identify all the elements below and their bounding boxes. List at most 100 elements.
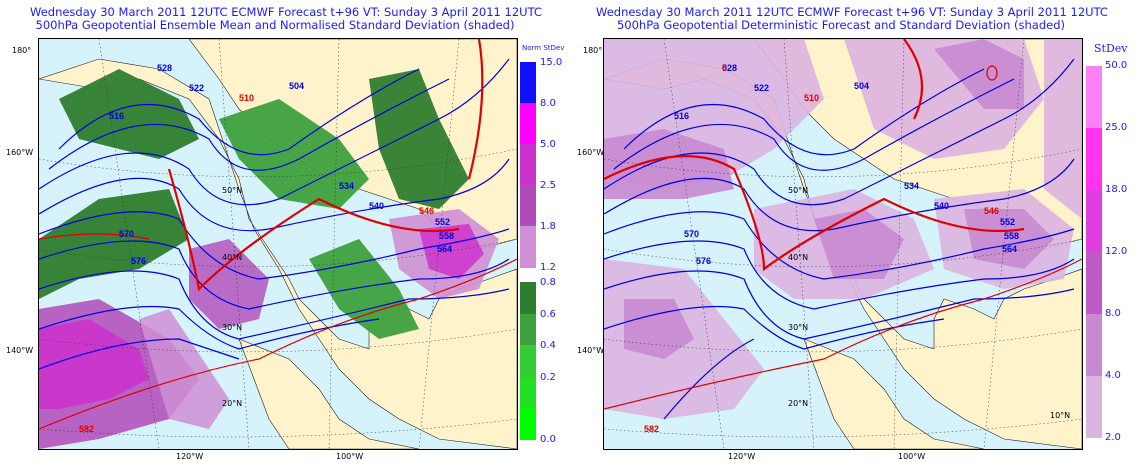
shade-mid-2	[934, 39, 1024, 109]
contour-label: 546	[984, 206, 999, 216]
right-lat-180: 180°	[583, 46, 603, 55]
left-cb-tick-5: 1.8	[540, 221, 556, 232]
shade-mid-5	[964, 209, 1054, 269]
contour-label: 564	[437, 244, 452, 254]
right-cb-band-6	[1086, 376, 1102, 438]
contour-label: 546	[419, 206, 434, 216]
shade-mid-1	[604, 129, 734, 199]
left-cb-band-7	[520, 314, 536, 345]
right-lat-30n: 30°N	[788, 323, 809, 332]
left-lat-50n: 50°N	[222, 186, 243, 195]
right-title-line2: 500hPa Geopotential Deterministic Foreca…	[616, 18, 1065, 32]
right-colorbar-bands	[1086, 66, 1102, 438]
shade-green-5	[309, 239, 419, 339]
contour-label: 528	[722, 63, 737, 73]
left-title-line1: Wednesday 30 March 2011 12UTC ECMWF Fore…	[30, 5, 542, 19]
left-cb-tick-8: 0.6	[540, 309, 556, 320]
left-cb-band-8	[520, 345, 536, 377]
contour-label: 516	[109, 111, 124, 121]
contour-label: 0	[722, 63, 727, 73]
right-cb-band-4	[1086, 252, 1102, 314]
right-cb-band-2	[1086, 128, 1102, 190]
right-cb-band-3	[1086, 190, 1102, 252]
shade-green-2	[219, 99, 369, 209]
contour-label: 534	[339, 181, 354, 191]
left-cb-band-3	[520, 144, 536, 185]
left-map[interactable]: 528 522 516 534 540 546 552 558 564 570 576 582 510 5…	[38, 38, 518, 450]
shade-light-6	[1044, 39, 1082, 219]
graticule	[604, 39, 1082, 449]
left-cb-tick-2: 8.0	[540, 98, 556, 109]
contour-label: 522	[754, 83, 769, 93]
graticule	[39, 39, 517, 449]
left-cb-tick-3: 5.0	[540, 139, 556, 150]
left-lon-120w: 120°W	[176, 452, 204, 461]
red-contours	[604, 39, 1082, 410]
right-title-line1: Wednesday 30 March 2011 12UTC ECMWF Fore…	[596, 5, 1108, 19]
contour-label: 582	[79, 424, 94, 434]
contour-label: 576	[696, 256, 711, 266]
left-lat-30n: 30°N	[222, 323, 243, 332]
right-cb-tick-2: 25.0	[1105, 122, 1128, 133]
contour-label: 552	[1000, 217, 1015, 227]
right-map[interactable]: 528 522 516 534 540 546 552 558 564 570 576 582 510 5…	[603, 38, 1083, 450]
contour-label: 510	[239, 93, 254, 103]
right-lat-10n: 10°N	[1050, 411, 1071, 420]
right-colorbar: StDev 50.0 25.0 18.0 12.0 8.0 4.0 2.0	[1086, 42, 1138, 448]
left-lon-100w: 100°W	[336, 452, 364, 461]
contour-label: 534	[904, 181, 919, 191]
right-lon-120w: 120°W	[728, 452, 756, 461]
left-lat-20n: 20°N	[222, 399, 243, 408]
shade-purple-3	[189, 239, 269, 329]
left-title-line2: 500hPa Geopotential Ensemble Mean and No…	[35, 18, 515, 32]
left-lat-180: 180°	[12, 46, 32, 55]
left-title: Wednesday 30 March 2011 12UTC ECMWF Fore…	[30, 5, 542, 32]
left-cb-band-5	[520, 226, 536, 268]
contour-label: 558	[1004, 231, 1019, 241]
contour-label: 528	[157, 63, 172, 73]
contour-label: 516	[674, 111, 689, 121]
contour-label: 510	[804, 93, 819, 103]
contour-label: 540	[369, 201, 384, 211]
left-cb-tick-9: 0.4	[540, 340, 556, 351]
left-cb-band-2	[520, 103, 536, 144]
left-cb-tick-10: 0.2	[540, 372, 556, 383]
right-lat-40n: 40°N	[788, 253, 809, 262]
contour-label: 570	[119, 229, 134, 239]
right-cb-band-5	[1086, 314, 1102, 376]
left-cb-tick-4: 2.5	[540, 180, 556, 191]
left-cb-band-10	[520, 408, 536, 440]
contour-label: 552	[435, 217, 450, 227]
contour-label: 576	[131, 256, 146, 266]
right-cb-tick-6: 4.0	[1105, 370, 1121, 381]
left-cb-tick-1: 15.0	[540, 57, 563, 68]
right-cb-tick-7: 2.0	[1105, 432, 1121, 443]
shade-green-3	[369, 69, 469, 209]
left-cb-tick-7: 0.8	[540, 277, 556, 288]
right-lon-140w: 140°W	[577, 346, 605, 355]
shade-purple-5	[419, 224, 484, 279]
left-cb-band-4	[520, 185, 536, 226]
contour-label: 570	[684, 229, 699, 239]
left-colorbar-lower	[520, 282, 536, 440]
land-mexico	[238, 338, 420, 449]
land-mexico	[803, 338, 985, 449]
contour-label: 504	[289, 81, 304, 91]
contour-label: 522	[189, 83, 204, 93]
contour-label: 582	[644, 424, 659, 434]
shade-purple-6	[139, 309, 229, 429]
shade-purple-2	[39, 319, 149, 409]
right-colorbar-title: StDev	[1094, 42, 1128, 55]
shade-mid-3	[624, 299, 694, 359]
left-colorbar: Norm StDev 15.0 8.0 5.0 2.5 1.8 1.2 0.8 …	[520, 44, 590, 448]
right-cb-tick-1: 50.0	[1105, 60, 1128, 71]
right-title: Wednesday 30 March 2011 12UTC ECMWF Fore…	[596, 5, 1108, 32]
red-contours	[39, 39, 517, 430]
left-cb-tick-6: 1.2	[540, 262, 556, 273]
right-cb-tick-4: 12.0	[1105, 246, 1128, 257]
shade-green-1	[59, 69, 199, 159]
left-cb-band-6	[520, 282, 536, 314]
contour-label: 504	[854, 81, 869, 91]
